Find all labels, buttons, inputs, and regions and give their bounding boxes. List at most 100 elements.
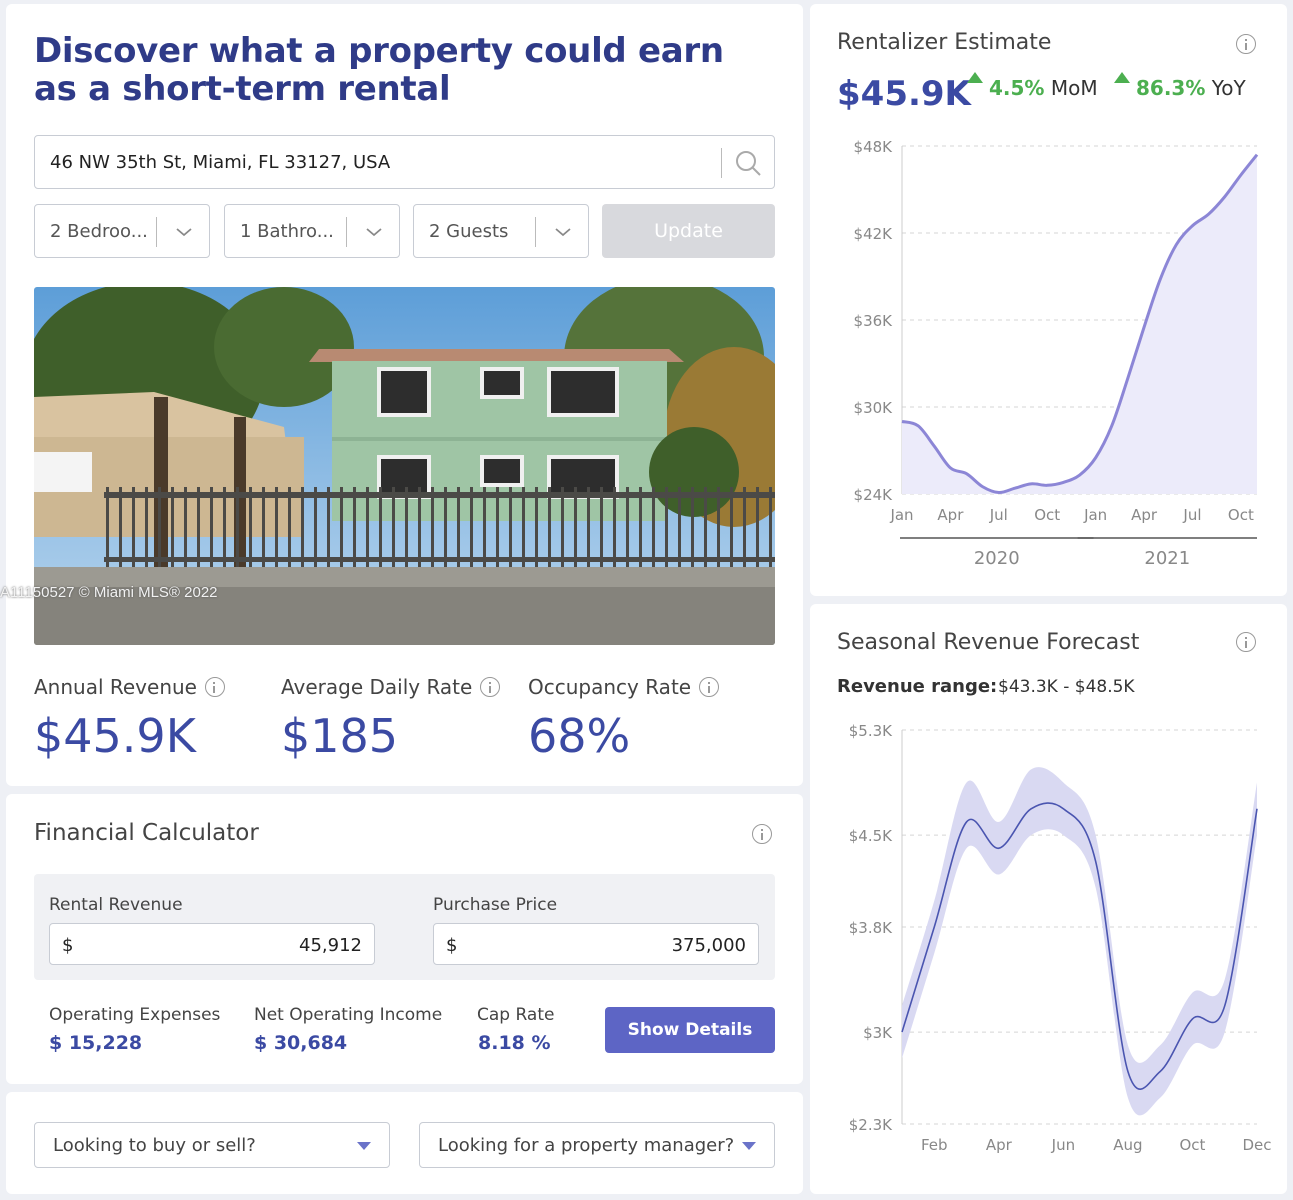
mom-change: 4.5% MoM bbox=[967, 72, 1098, 100]
x-tick-label: Aug bbox=[1113, 1136, 1142, 1154]
rentalizer-estimate-card: Rentalizer Estimate $45.9K 4.5% MoM 86.3… bbox=[810, 4, 1287, 596]
year-label: 2020 bbox=[974, 548, 1020, 569]
property-manager-dropdown[interactable]: Looking for a property manager? bbox=[419, 1122, 775, 1168]
occupancy-value: 68% bbox=[528, 709, 631, 763]
seasonal-forecast-card: Seasonal Revenue Forecast Revenue range:… bbox=[810, 604, 1287, 1194]
y-tick-label: $30K bbox=[854, 399, 894, 417]
search-icon[interactable] bbox=[734, 149, 762, 177]
cap-rate-label: Cap Rate bbox=[477, 1005, 555, 1025]
x-tick-label: Jun bbox=[1051, 1136, 1075, 1154]
buy-sell-label: Looking to buy or sell? bbox=[53, 1135, 256, 1156]
bedrooms-select[interactable]: 2 Bedroo... bbox=[34, 204, 210, 258]
rental-revenue-input[interactable]: $ 45,912 bbox=[49, 923, 375, 965]
x-tick-label: Feb bbox=[921, 1136, 948, 1154]
rental-revenue-label: Rental Revenue bbox=[49, 895, 183, 915]
estimate-chart: $24K $30K $36K $42K $48K Jan Apr Jul Oct Jan Apr Ju… bbox=[854, 138, 1259, 569]
chevron-down-icon bbox=[366, 228, 382, 237]
financial-calculator: Financial Calculator Rental Revenue $ 45… bbox=[6, 794, 803, 1084]
page-title: Discover what a property could earn as a… bbox=[34, 31, 724, 109]
seasonal-chart: $2.3K $3K $3.8K $4.5K $5.3K Feb Apr Jun Aug Oct De… bbox=[849, 722, 1272, 1154]
revenue-range-value: $43.3K - $48.5K bbox=[998, 677, 1135, 697]
property-photo bbox=[34, 287, 775, 645]
opex-label: Operating Expenses bbox=[49, 1005, 221, 1025]
arrow-up-icon bbox=[1114, 72, 1130, 83]
info-icon[interactable] bbox=[1236, 632, 1256, 652]
currency-symbol: $ bbox=[446, 935, 458, 956]
info-icon[interactable] bbox=[480, 677, 501, 697]
select-divider bbox=[535, 217, 536, 247]
select-divider bbox=[156, 217, 157, 247]
currency-symbol: $ bbox=[62, 935, 74, 956]
y-tick-label: $4.5K bbox=[849, 827, 893, 845]
x-tick-label: Oct bbox=[1228, 506, 1254, 524]
x-tick-label: Apr bbox=[986, 1136, 1013, 1154]
purchase-price-label: Purchase Price bbox=[433, 895, 558, 915]
caret-down-icon bbox=[742, 1142, 756, 1150]
x-tick-label: Jan bbox=[889, 506, 913, 524]
search-divider bbox=[721, 148, 722, 178]
chevron-down-icon bbox=[555, 228, 571, 237]
estimate-value: $45.9K bbox=[837, 74, 971, 114]
estimate-area bbox=[902, 154, 1257, 494]
annual-revenue-value: $45.9K bbox=[34, 709, 196, 763]
chevron-down-icon bbox=[176, 228, 192, 237]
guests-select[interactable]: 2 Guests bbox=[413, 204, 589, 258]
y-tick-label: $5.3K bbox=[849, 722, 893, 740]
purchase-price-value: 375,000 bbox=[671, 935, 746, 956]
estimate-title: Rentalizer Estimate bbox=[837, 30, 1052, 55]
occupancy-label: Occupancy Rate bbox=[528, 675, 720, 699]
info-icon[interactable] bbox=[204, 677, 225, 697]
cap-rate-value: 8.18 % bbox=[478, 1032, 551, 1054]
adr-value: $185 bbox=[281, 709, 399, 763]
annual-revenue-label: Annual Revenue bbox=[34, 675, 225, 699]
property-manager-label: Looking for a property manager? bbox=[438, 1135, 735, 1156]
property-card: Discover what a property could earn as a… bbox=[6, 4, 803, 786]
adr-label: Average Daily Rate bbox=[281, 675, 501, 699]
y-tick-label: $3K bbox=[863, 1024, 893, 1042]
x-tick-label: Jan bbox=[1083, 506, 1107, 524]
house-illustration bbox=[34, 287, 775, 645]
x-tick-label: Jul bbox=[1182, 506, 1201, 524]
seasonal-title: Seasonal Revenue Forecast bbox=[837, 630, 1140, 655]
year-label: 2021 bbox=[1144, 548, 1190, 569]
info-icon[interactable] bbox=[699, 677, 720, 697]
show-details-button[interactable]: Show Details bbox=[605, 1007, 775, 1053]
address-search-input[interactable]: 46 NW 35th St, Miami, FL 33127, USA bbox=[34, 135, 775, 189]
y-tick-label: $3.8K bbox=[849, 919, 893, 937]
y-tick-label: $42K bbox=[854, 225, 894, 243]
y-tick-label: $36K bbox=[854, 312, 894, 330]
guests-value: 2 Guests bbox=[429, 221, 509, 242]
noi-label: Net Operating Income bbox=[254, 1005, 443, 1025]
y-tick-label: $24K bbox=[854, 486, 894, 504]
x-tick-label: Apr bbox=[1131, 506, 1158, 524]
update-button[interactable]: Update bbox=[602, 204, 775, 258]
photo-watermark: A11150527 © Miami MLS® 2022 bbox=[0, 584, 218, 601]
forecast-band bbox=[902, 767, 1257, 1116]
opex-value: $ 15,228 bbox=[49, 1032, 143, 1054]
revenue-range-label: Revenue range: bbox=[837, 676, 998, 697]
bathrooms-value: 1 Bathro... bbox=[240, 221, 334, 242]
x-tick-label: Dec bbox=[1242, 1136, 1271, 1154]
x-tick-label: Jul bbox=[989, 506, 1008, 524]
y-tick-label: $48K bbox=[854, 138, 894, 156]
address-value: 46 NW 35th St, Miami, FL 33127, USA bbox=[50, 152, 391, 173]
purchase-price-input[interactable]: $ 375,000 bbox=[433, 923, 759, 965]
info-icon[interactable] bbox=[752, 824, 772, 844]
yoy-change: 86.3% YoY bbox=[1114, 72, 1246, 100]
calculator-title: Financial Calculator bbox=[34, 820, 259, 846]
estimate-line bbox=[901, 153, 1259, 495]
x-tick-label: Apr bbox=[937, 506, 964, 524]
lead-card: Looking to buy or sell? Looking for a pr… bbox=[6, 1092, 803, 1194]
calculator-inputs: Rental Revenue $ 45,912 Purchase Price $… bbox=[34, 874, 775, 980]
info-icon[interactable] bbox=[1236, 34, 1256, 54]
bedrooms-value: 2 Bedroo... bbox=[50, 221, 148, 242]
caret-down-icon bbox=[357, 1142, 371, 1150]
x-tick-label: Oct bbox=[1034, 506, 1060, 524]
rental-revenue-value: 45,912 bbox=[299, 935, 362, 956]
y-tick-label: $2.3K bbox=[849, 1116, 893, 1134]
noi-value: $ 30,684 bbox=[254, 1032, 348, 1054]
arrow-up-icon bbox=[967, 72, 983, 83]
select-divider bbox=[346, 217, 347, 247]
buy-sell-dropdown[interactable]: Looking to buy or sell? bbox=[34, 1122, 390, 1168]
bathrooms-select[interactable]: 1 Bathro... bbox=[224, 204, 400, 258]
